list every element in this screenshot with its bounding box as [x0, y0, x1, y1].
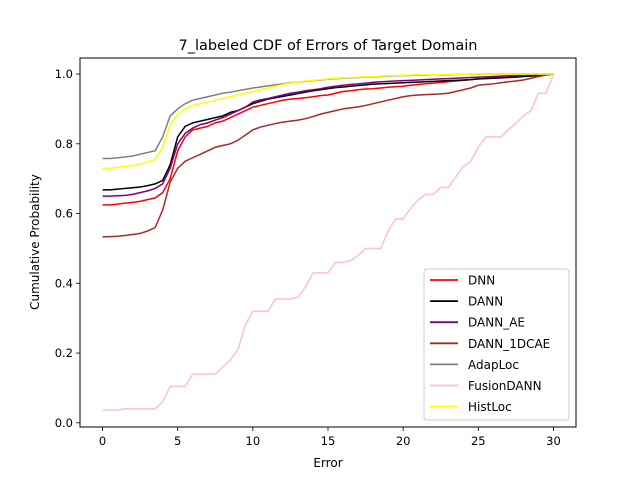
legend-label: DNN: [468, 274, 495, 288]
y-tick-label: 0.4: [55, 276, 73, 290]
y-axis-ticks: 0.0 0.2 0.4 0.6 0.8 1.0: [55, 67, 80, 430]
series-line-dann-ae: [102, 73, 554, 197]
legend-box: [423, 268, 570, 421]
x-tick-label: 25: [471, 434, 486, 448]
legend-label: DANN_1DCAE: [468, 337, 550, 351]
legend: DNN DANN DANN_AE DANN_1DCAE AdapLoc FusionDAN…: [423, 268, 570, 421]
y-tick-label: 1.0: [55, 67, 73, 81]
series-line-dann: [102, 73, 554, 191]
legend-label: FusionDANN: [468, 379, 542, 393]
x-axis-label: Error: [313, 456, 342, 470]
series-lines: [102, 73, 555, 411]
y-tick-label: 0.2: [55, 346, 73, 360]
y-tick-label: 0.6: [55, 207, 73, 221]
legend-label: DANN: [468, 295, 503, 309]
x-tick-label: 0: [99, 434, 106, 448]
legend-label: DANN_AE: [468, 316, 525, 330]
legend-label: HistLoc: [468, 400, 512, 414]
x-tick-label: 5: [174, 434, 181, 448]
y-axis-label: Cumulative Probability: [28, 174, 42, 310]
y-tick-label: 0.0: [55, 416, 73, 430]
series-line-fusiondann: [102, 73, 555, 411]
chart-title: 7_labeled CDF of Errors of Target Domain: [179, 38, 478, 54]
x-tick-label: 15: [321, 434, 336, 448]
y-tick-label: 0.8: [55, 137, 73, 151]
legend-label: AdapLoc: [468, 358, 519, 372]
x-tick-label: 20: [396, 434, 411, 448]
x-tick-label: 10: [246, 434, 261, 448]
x-tick-label: 30: [546, 434, 561, 448]
series-line-dann-1dcae: [102, 73, 554, 238]
series-line-histloc: [102, 73, 554, 169]
x-axis-ticks: 0 5 10 15 20 25 30: [99, 427, 561, 448]
